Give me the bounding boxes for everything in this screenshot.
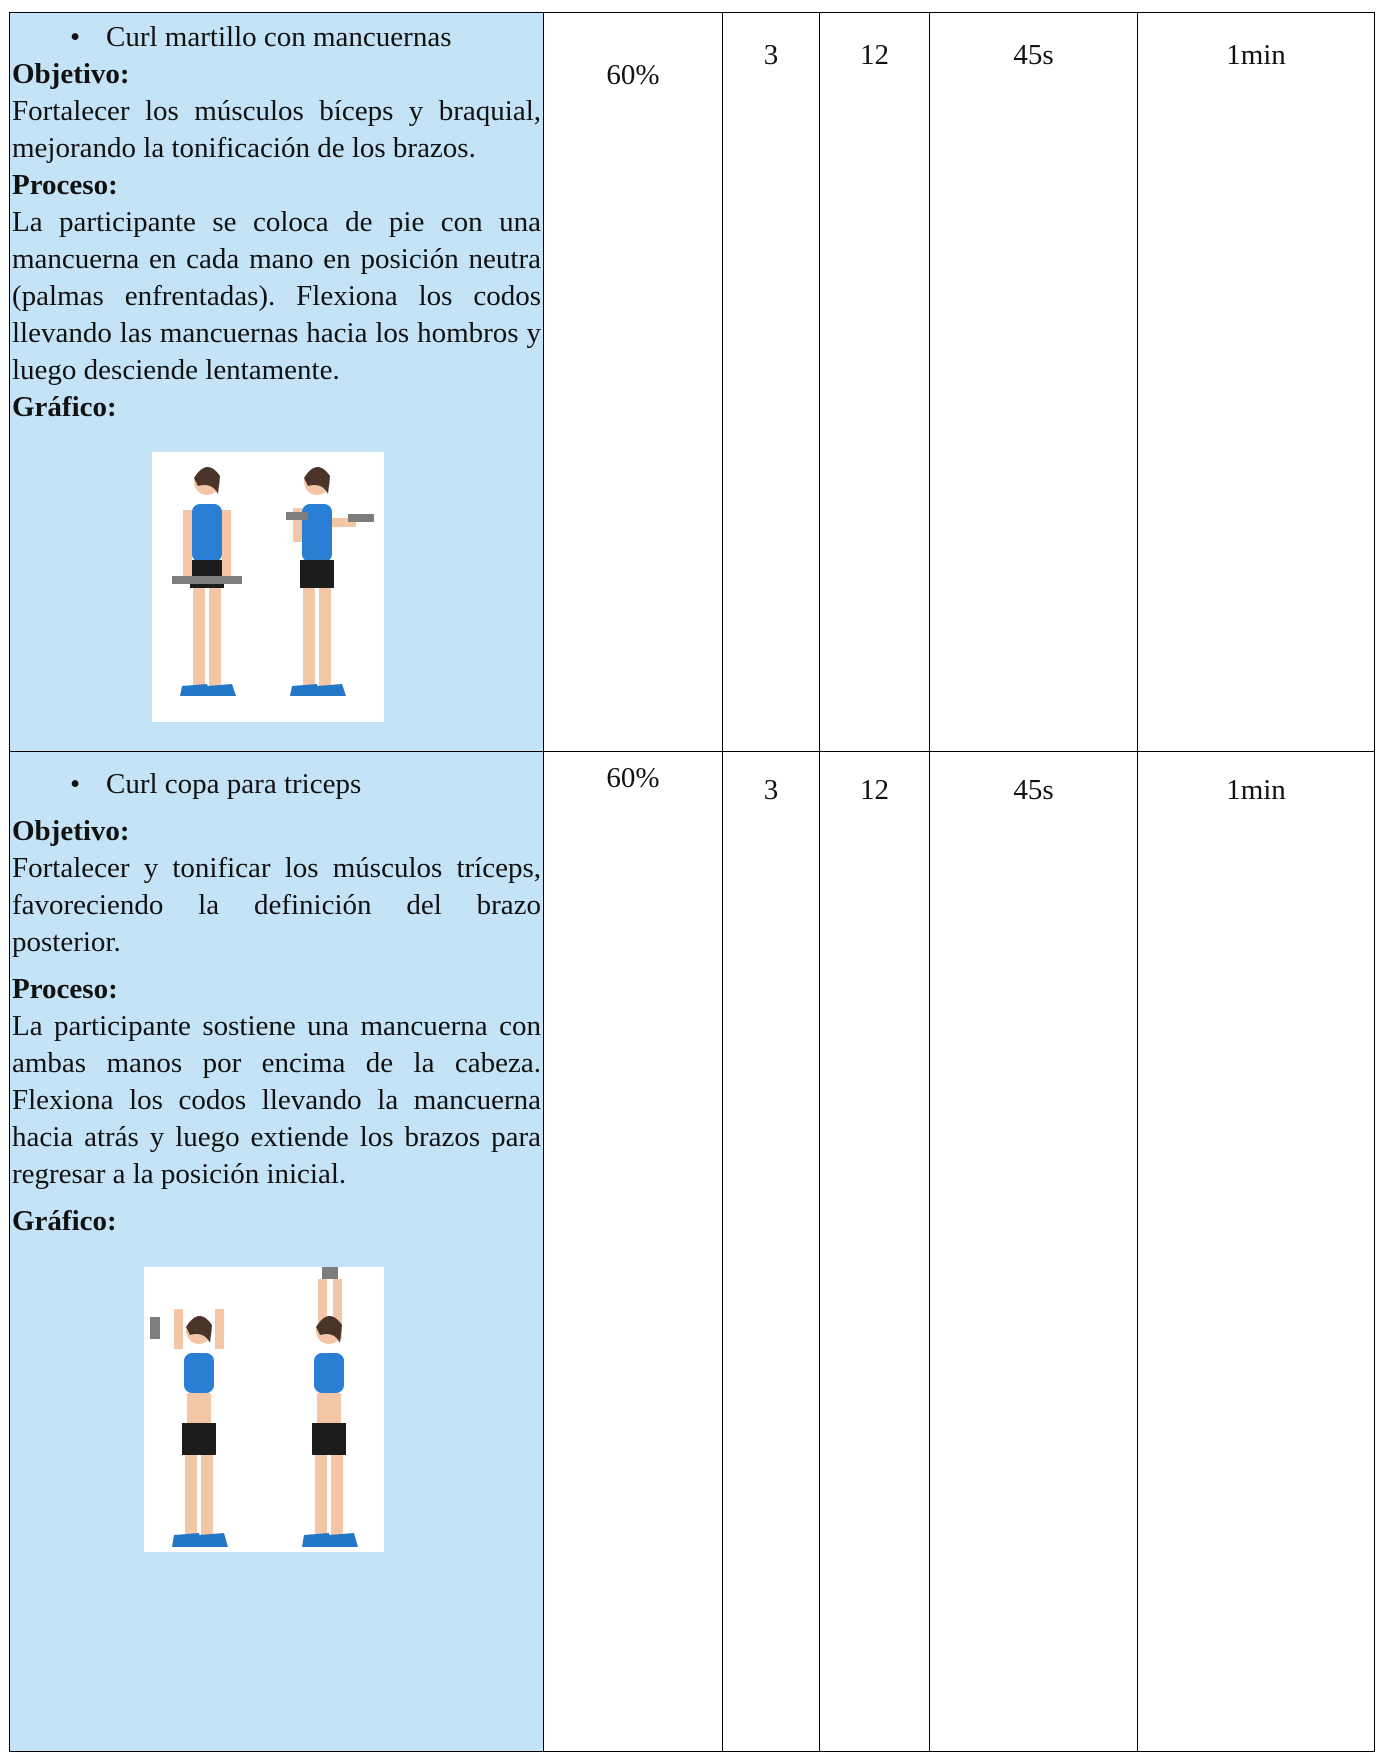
rest-time: 1min (1137, 751, 1375, 1752)
sets: 3 (722, 751, 820, 1752)
process-label: Proceso: (12, 973, 118, 1005)
figure (172, 466, 242, 696)
description-cell: Curl copa para triceps Objetivo: Fortale… (9, 751, 544, 1752)
process-label: Proceso: (12, 169, 118, 201)
process-text: La participante sostiene una mancuerna c… (12, 1010, 541, 1190)
row: Curl copa para triceps Objetivo: Fortale… (9, 751, 1375, 1752)
sets: 3 (722, 12, 820, 752)
reps: 12 (819, 12, 930, 752)
graphic-label: Gráfico: (12, 391, 117, 423)
exercise-name: Curl martillo con mancuernas (12, 19, 541, 56)
intensity: 60% (543, 12, 723, 752)
figure (286, 466, 374, 696)
objective-label: Objetivo: (12, 815, 130, 847)
objective-label: Objetivo: (12, 58, 130, 90)
exercise-table: Curl martillo con mancuernas Objetivo: F… (9, 12, 1375, 1752)
reps: 12 (819, 751, 930, 1752)
objective-text: Fortalecer los músculos bíceps y braquia… (12, 95, 541, 164)
rest-time: 1min (1137, 12, 1375, 752)
graphic-label: Gráfico: (12, 1205, 117, 1237)
work-time: 45s (929, 751, 1138, 1752)
intensity: 60% (543, 751, 723, 1752)
exercise-illustration (152, 452, 384, 722)
figure (150, 1309, 228, 1547)
process-text: La participante se coloca de pie con una… (12, 206, 541, 386)
objective-text: Fortalecer y tonificar los músculos tríc… (12, 852, 541, 958)
exercise-name: Curl copa para triceps (12, 766, 541, 803)
row: Curl martillo con mancuernas Objetivo: F… (9, 12, 1375, 752)
exercise-illustration (144, 1267, 384, 1552)
description-cell: Curl martillo con mancuernas Objetivo: F… (9, 12, 544, 752)
figure (302, 1267, 358, 1547)
work-time: 45s (929, 12, 1138, 752)
